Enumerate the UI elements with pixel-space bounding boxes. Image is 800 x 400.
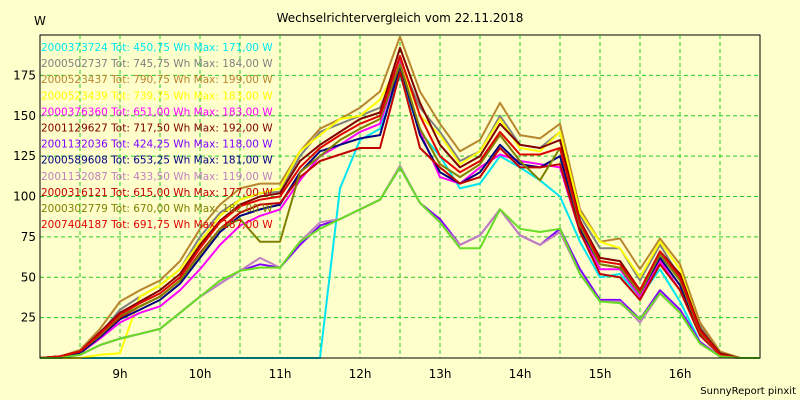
x-tick-label: 9h bbox=[112, 367, 127, 381]
legend-entry-2001129627: 2001129627 Tot: 717,50 Wh Max: 192,00 W bbox=[41, 123, 273, 135]
legend-entry-2000502737: 2000502737 Tot: 745,75 Wh Max: 184,00 W bbox=[41, 58, 273, 70]
y-tick-label: 75 bbox=[21, 230, 36, 244]
y-axis-label: W bbox=[34, 14, 46, 28]
legend-entry-2000376360: 2000376360 Tot: 651,00 Wh Max: 183,00 W bbox=[41, 106, 273, 118]
y-tick-label: 25 bbox=[21, 311, 36, 325]
series-line-2000523437 bbox=[39, 35, 760, 359]
series-line-lime bbox=[40, 166, 760, 359]
legend-entry-2007404187: 2007404187 Tot: 691,75 Wh Max: 187,00 W bbox=[41, 219, 273, 231]
x-tick-label: 10h bbox=[189, 367, 212, 381]
legend-entry-2001132087: 2001132087 Tot: 433,50 Wh Max: 119,00 W bbox=[41, 171, 273, 183]
series-line-2000302779 bbox=[39, 63, 760, 359]
series-line-2007404187 bbox=[39, 55, 760, 359]
x-tick-label: 16h bbox=[669, 367, 692, 381]
x-tick-label: 12h bbox=[349, 367, 372, 381]
y-tick-label: 50 bbox=[21, 270, 36, 284]
legend-entry-2000302779: 2000302779 Tot: 670,00 Wh Max: 182,00 W bbox=[41, 203, 273, 215]
legend-entry-2000373724: 2000373724 Tot: 450,75 Wh Max: 171,00 W bbox=[41, 42, 273, 54]
x-tick-label: 15h bbox=[589, 367, 612, 381]
y-tick-label: 150 bbox=[13, 109, 36, 123]
legend-entry-2001132036: 2001132036 Tot: 424,25 Wh Max: 118,00 W bbox=[41, 139, 273, 151]
plot-area: 25 50 75 100 125 150 175 9h 10h 11h 12h 13h 14h 15h 16… bbox=[13, 34, 761, 381]
legend-entry-2000316121: 2000316121 Tot: 615,00 Wh Max: 177,00 W bbox=[41, 187, 273, 199]
legend-entry-2000523437: 2000523437 Tot: 790,75 Wh Max: 199,00 W bbox=[41, 74, 273, 86]
y-tick-label: 100 bbox=[13, 190, 36, 204]
legend-entry-2000589608: 2000589608 Tot: 653,25 Wh Max: 181,00 W bbox=[41, 155, 273, 167]
x-tick-label: 13h bbox=[429, 367, 452, 381]
y-tick-label: 175 bbox=[13, 68, 36, 82]
x-tick-label: 11h bbox=[269, 367, 292, 381]
chart-title: Wechselrichtervergleich vom 22.11.2018 bbox=[277, 11, 524, 25]
series-line-2000376360 bbox=[39, 61, 760, 359]
legend: 2000373724 Tot: 450,75 Wh Max: 171,00 W 2… bbox=[41, 42, 273, 231]
footer-credit: SunnyReport pinxit bbox=[700, 386, 796, 397]
x-tick-label: 14h bbox=[509, 367, 532, 381]
legend-entry-2000523439: 2000523439 Tot: 739,75 Wh Max: 183,00 W bbox=[41, 90, 273, 102]
y-tick-label: 125 bbox=[13, 149, 36, 163]
